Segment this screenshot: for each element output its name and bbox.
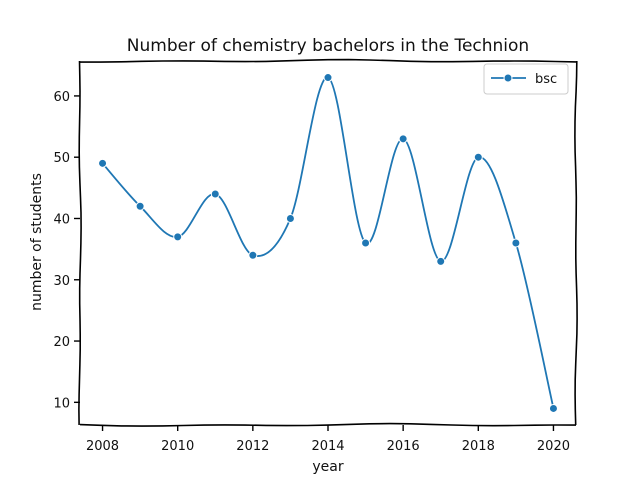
data-point-2019 xyxy=(511,238,521,248)
y-tick-label-50: 50 xyxy=(53,151,70,166)
x-tick-label-2020: 2020 xyxy=(537,439,570,454)
y-tick-label-40: 40 xyxy=(53,212,70,227)
y-axis: 10 20 30 40 50 60 xyxy=(53,90,80,411)
x-tick-label-2014: 2014 xyxy=(311,439,344,454)
legend-label-bsc: bsc xyxy=(535,72,557,87)
x-tick-label-2012: 2012 xyxy=(236,439,269,454)
x-axis: 2008 2010 2012 2014 2016 2018 2020 xyxy=(86,425,570,454)
x-tick-label-2016: 2016 xyxy=(387,439,420,454)
data-point-2012 xyxy=(248,250,258,260)
data-point-2010 xyxy=(173,232,183,242)
y-tick-label-60: 60 xyxy=(53,90,70,105)
x-tick-label-2018: 2018 xyxy=(462,439,495,454)
data-point-2015 xyxy=(361,238,371,248)
y-tick-label-20: 20 xyxy=(53,335,70,350)
data-point-2014 xyxy=(323,73,333,83)
data-point-2018 xyxy=(473,152,483,162)
legend-marker xyxy=(503,73,513,83)
y-tick-label-10: 10 xyxy=(53,396,70,411)
axes-frame xyxy=(78,58,578,427)
y-tick-label-30: 30 xyxy=(53,274,70,289)
data-point-2013 xyxy=(285,213,295,223)
x-axis-label: year xyxy=(312,459,343,475)
data-point-2009 xyxy=(135,201,145,211)
data-point-2016 xyxy=(398,134,408,144)
legend: bsc xyxy=(483,63,569,95)
data-point-2008 xyxy=(98,158,108,168)
data-point-2017 xyxy=(436,256,446,266)
series-points-bsc xyxy=(98,73,558,413)
series-line-bsc xyxy=(101,76,555,409)
chart-title: Number of chemistry bachelors in the Tec… xyxy=(127,36,529,56)
x-tick-label-2008: 2008 xyxy=(86,439,119,454)
data-point-2020 xyxy=(548,403,558,413)
legend-box xyxy=(483,63,569,95)
y-axis-label: number of students xyxy=(29,173,45,311)
x-tick-label-2010: 2010 xyxy=(161,439,194,454)
data-point-2011 xyxy=(210,189,220,199)
